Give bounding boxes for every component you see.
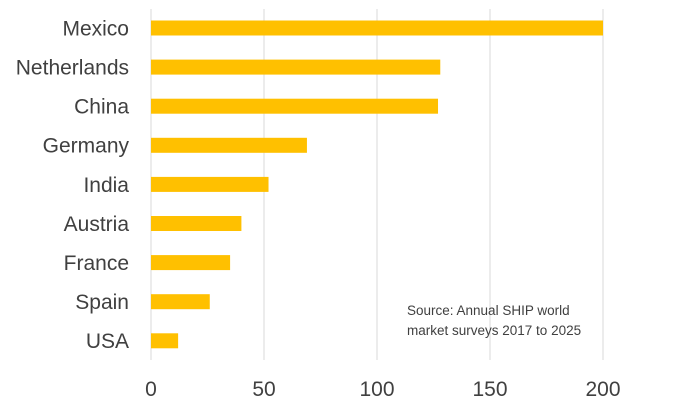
x-tick-label: 50	[252, 378, 275, 401]
x-tick-label: 0	[145, 378, 157, 401]
category-label: Germany	[43, 135, 130, 158]
bars	[151, 20, 603, 349]
category-labels: Mexico Netherlands China Germany India Austri…	[16, 17, 130, 353]
bar	[151, 98, 439, 114]
bar	[151, 176, 269, 192]
category-label: France	[64, 252, 129, 275]
x-tick-label: 100	[359, 378, 394, 401]
bar	[151, 137, 307, 153]
category-label: India	[83, 174, 129, 197]
bar	[151, 216, 242, 231]
category-label: Netherlands	[16, 56, 129, 79]
bar	[151, 294, 210, 310]
bar	[151, 333, 179, 349]
source-line-2: market surveys 2017 to 2025	[407, 323, 582, 338]
category-label: Spain	[75, 291, 129, 314]
category-label: Austria	[64, 213, 130, 236]
x-tick-label: 150	[472, 378, 507, 401]
source-annotation: Source: Annual SHIP world market surveys…	[407, 301, 607, 341]
category-label: China	[74, 96, 129, 119]
category-label: USA	[86, 330, 129, 353]
x-tick-label: 200	[585, 378, 620, 401]
bar	[151, 20, 603, 36]
source-line-1: Source: Annual SHIP world	[407, 303, 570, 318]
category-label: Mexico	[62, 17, 129, 40]
bar	[151, 59, 441, 75]
bar	[151, 255, 231, 271]
x-tick-labels: 0 50 100 150 200	[145, 378, 620, 401]
